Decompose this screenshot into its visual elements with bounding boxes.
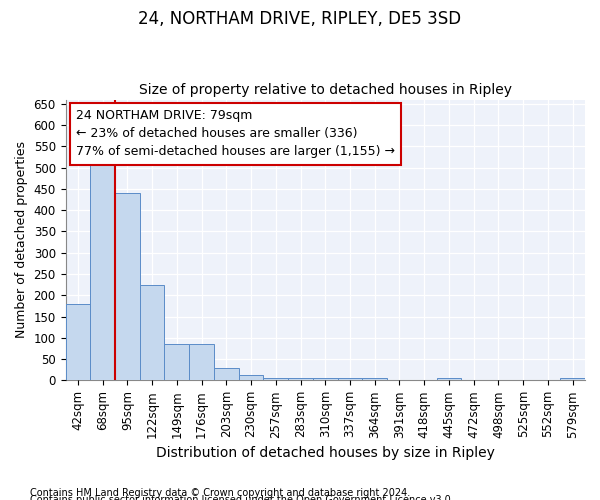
Bar	[288, 378, 313, 380]
Text: Contains HM Land Registry data © Crown copyright and database right 2024.: Contains HM Land Registry data © Crown c…	[30, 488, 410, 498]
Bar	[65, 304, 90, 380]
Bar	[437, 378, 461, 380]
Y-axis label: Number of detached properties: Number of detached properties	[15, 142, 28, 338]
Bar	[115, 193, 140, 380]
Title: Size of property relative to detached houses in Ripley: Size of property relative to detached ho…	[139, 83, 512, 97]
Bar	[362, 378, 387, 380]
Bar	[140, 284, 164, 380]
Bar	[90, 164, 115, 380]
Bar	[214, 368, 239, 380]
Bar	[239, 375, 263, 380]
Text: Contains public sector information licensed under the Open Government Licence v3: Contains public sector information licen…	[30, 495, 454, 500]
Bar	[189, 344, 214, 381]
Bar	[164, 344, 189, 381]
Bar	[338, 378, 362, 380]
Text: 24, NORTHAM DRIVE, RIPLEY, DE5 3SD: 24, NORTHAM DRIVE, RIPLEY, DE5 3SD	[139, 10, 461, 28]
Bar	[313, 378, 338, 380]
Text: 24 NORTHAM DRIVE: 79sqm
← 23% of detached houses are smaller (336)
77% of semi-d: 24 NORTHAM DRIVE: 79sqm ← 23% of detache…	[76, 110, 395, 158]
Bar	[560, 378, 585, 380]
Bar	[263, 378, 288, 380]
X-axis label: Distribution of detached houses by size in Ripley: Distribution of detached houses by size …	[156, 446, 495, 460]
